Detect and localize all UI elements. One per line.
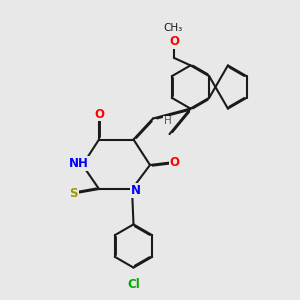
Text: O: O	[169, 155, 180, 169]
Text: NH: NH	[69, 157, 89, 170]
Text: N: N	[130, 184, 141, 197]
Text: H: H	[164, 116, 171, 127]
Text: S: S	[69, 187, 78, 200]
Text: O: O	[94, 107, 104, 121]
Text: O: O	[169, 35, 179, 48]
Text: Cl: Cl	[127, 278, 140, 291]
Text: CH₃: CH₃	[163, 23, 182, 33]
